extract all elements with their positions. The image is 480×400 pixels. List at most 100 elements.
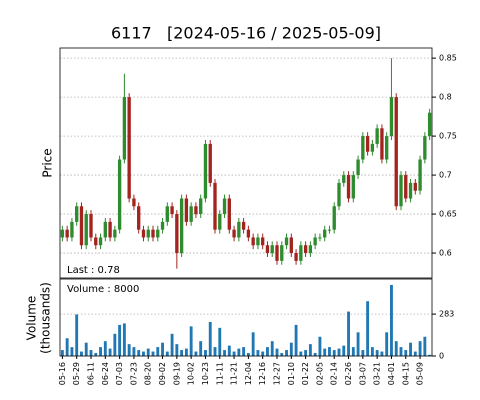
x-tick-label: 07-23 bbox=[129, 362, 138, 385]
volume-bar bbox=[180, 350, 184, 356]
x-tick-label: 12-16 bbox=[258, 362, 267, 385]
volume-bar bbox=[351, 347, 355, 356]
chart-title: 6117 [2024-05-16 / 2025-05-09] bbox=[111, 24, 381, 43]
candle-body bbox=[175, 214, 179, 254]
candle-body bbox=[108, 221, 112, 238]
candle-body bbox=[232, 229, 236, 238]
candle-body bbox=[413, 182, 417, 191]
volume-bar bbox=[385, 332, 389, 356]
x-tick-label: 09-19 bbox=[172, 362, 181, 385]
volume-bar bbox=[413, 351, 417, 356]
candle-body bbox=[227, 198, 231, 230]
volume-bar bbox=[242, 347, 246, 356]
candle-body bbox=[208, 143, 212, 183]
x-tick-label: 06-24 bbox=[101, 362, 110, 385]
volume-bar bbox=[428, 354, 432, 356]
volume-bar bbox=[127, 344, 131, 356]
candle-body bbox=[113, 229, 117, 238]
candle-body bbox=[237, 221, 241, 238]
candle-body bbox=[60, 229, 65, 238]
volume-bar bbox=[199, 341, 203, 356]
candle-body bbox=[184, 198, 189, 222]
candle-body bbox=[246, 229, 251, 238]
volume-bar bbox=[70, 347, 74, 356]
x-tick-label: 02-26 bbox=[344, 362, 353, 385]
candle-body bbox=[394, 97, 398, 207]
candle-body bbox=[365, 136, 370, 152]
candle-body bbox=[179, 198, 184, 254]
volume-bar bbox=[156, 347, 160, 356]
candle-body bbox=[137, 206, 141, 230]
candle-body bbox=[98, 237, 103, 246]
candle-body bbox=[213, 182, 217, 230]
volume-bar bbox=[409, 342, 412, 356]
candle-body bbox=[318, 237, 322, 239]
volume-bar bbox=[75, 314, 79, 356]
volume-bar bbox=[142, 351, 145, 356]
candle-body bbox=[351, 175, 355, 199]
volume-bar bbox=[175, 344, 179, 356]
y-tick-label: 0.7 bbox=[439, 171, 452, 180]
candle-body bbox=[265, 245, 270, 254]
candle-body bbox=[361, 136, 365, 160]
candle-body bbox=[261, 237, 265, 246]
volume-bar bbox=[266, 347, 269, 356]
volume-bar bbox=[103, 341, 107, 356]
x-tick-label: 05-16 bbox=[58, 362, 67, 385]
candle-body bbox=[270, 245, 274, 254]
volume-bar bbox=[366, 301, 370, 356]
volume-bar bbox=[347, 311, 350, 356]
candle-body bbox=[141, 229, 146, 238]
x-tick-label: 02-05 bbox=[315, 362, 324, 385]
x-tick-label: 11-11 bbox=[215, 362, 224, 385]
volume-bar bbox=[151, 351, 155, 356]
candle-body bbox=[199, 198, 203, 215]
candle-body bbox=[418, 159, 422, 191]
y-tick-label: 0.6 bbox=[439, 249, 452, 258]
volume-bar bbox=[137, 350, 141, 356]
y-tick-label: 0.75 bbox=[439, 132, 457, 141]
candle-body bbox=[404, 175, 408, 199]
x-tick-label: 12-27 bbox=[273, 362, 282, 385]
candle-body bbox=[323, 229, 327, 238]
x-tick-label: 07-03 bbox=[115, 362, 124, 385]
candle-body bbox=[385, 136, 389, 160]
candle-body bbox=[79, 206, 84, 246]
candle-body bbox=[165, 206, 169, 222]
volume-bar bbox=[60, 350, 64, 356]
candle-body bbox=[146, 229, 150, 238]
candle-body bbox=[65, 229, 69, 238]
price-frame bbox=[59, 47, 433, 279]
volume-bar bbox=[375, 350, 379, 356]
volume-bar bbox=[418, 341, 422, 356]
volume-bar bbox=[208, 321, 212, 356]
volume-bar bbox=[423, 336, 427, 356]
candle-body bbox=[375, 128, 379, 144]
candle-body bbox=[303, 245, 308, 254]
x-tick-label: 05-09 bbox=[416, 362, 425, 385]
volume-bar bbox=[361, 350, 365, 356]
volume-bar bbox=[122, 323, 126, 356]
volume-bar bbox=[223, 350, 226, 356]
candle-body bbox=[84, 214, 88, 246]
candle-body bbox=[308, 245, 313, 254]
x-tick-label: 03-21 bbox=[373, 362, 382, 385]
candle-body bbox=[280, 245, 284, 261]
candle-body bbox=[342, 175, 346, 183]
candle-body bbox=[151, 229, 155, 238]
x-tick-label: 12-04 bbox=[244, 362, 253, 385]
volume-axis-label: Volume bbox=[25, 296, 39, 341]
volume-bar bbox=[246, 353, 250, 356]
x-tick-label: 09-02 bbox=[158, 362, 167, 385]
candle-body bbox=[122, 97, 127, 160]
volume-bar bbox=[280, 353, 284, 356]
volume-bar bbox=[270, 341, 274, 356]
x-tick-label: 01-22 bbox=[301, 362, 310, 385]
candle-body bbox=[370, 143, 375, 152]
y-axis-label: Price bbox=[41, 148, 55, 177]
volume-bar bbox=[370, 347, 374, 356]
volume-bar bbox=[261, 351, 265, 356]
volume-bar bbox=[113, 333, 117, 356]
x-tick-label: 10-23 bbox=[201, 362, 210, 385]
volume-bar bbox=[65, 338, 69, 356]
